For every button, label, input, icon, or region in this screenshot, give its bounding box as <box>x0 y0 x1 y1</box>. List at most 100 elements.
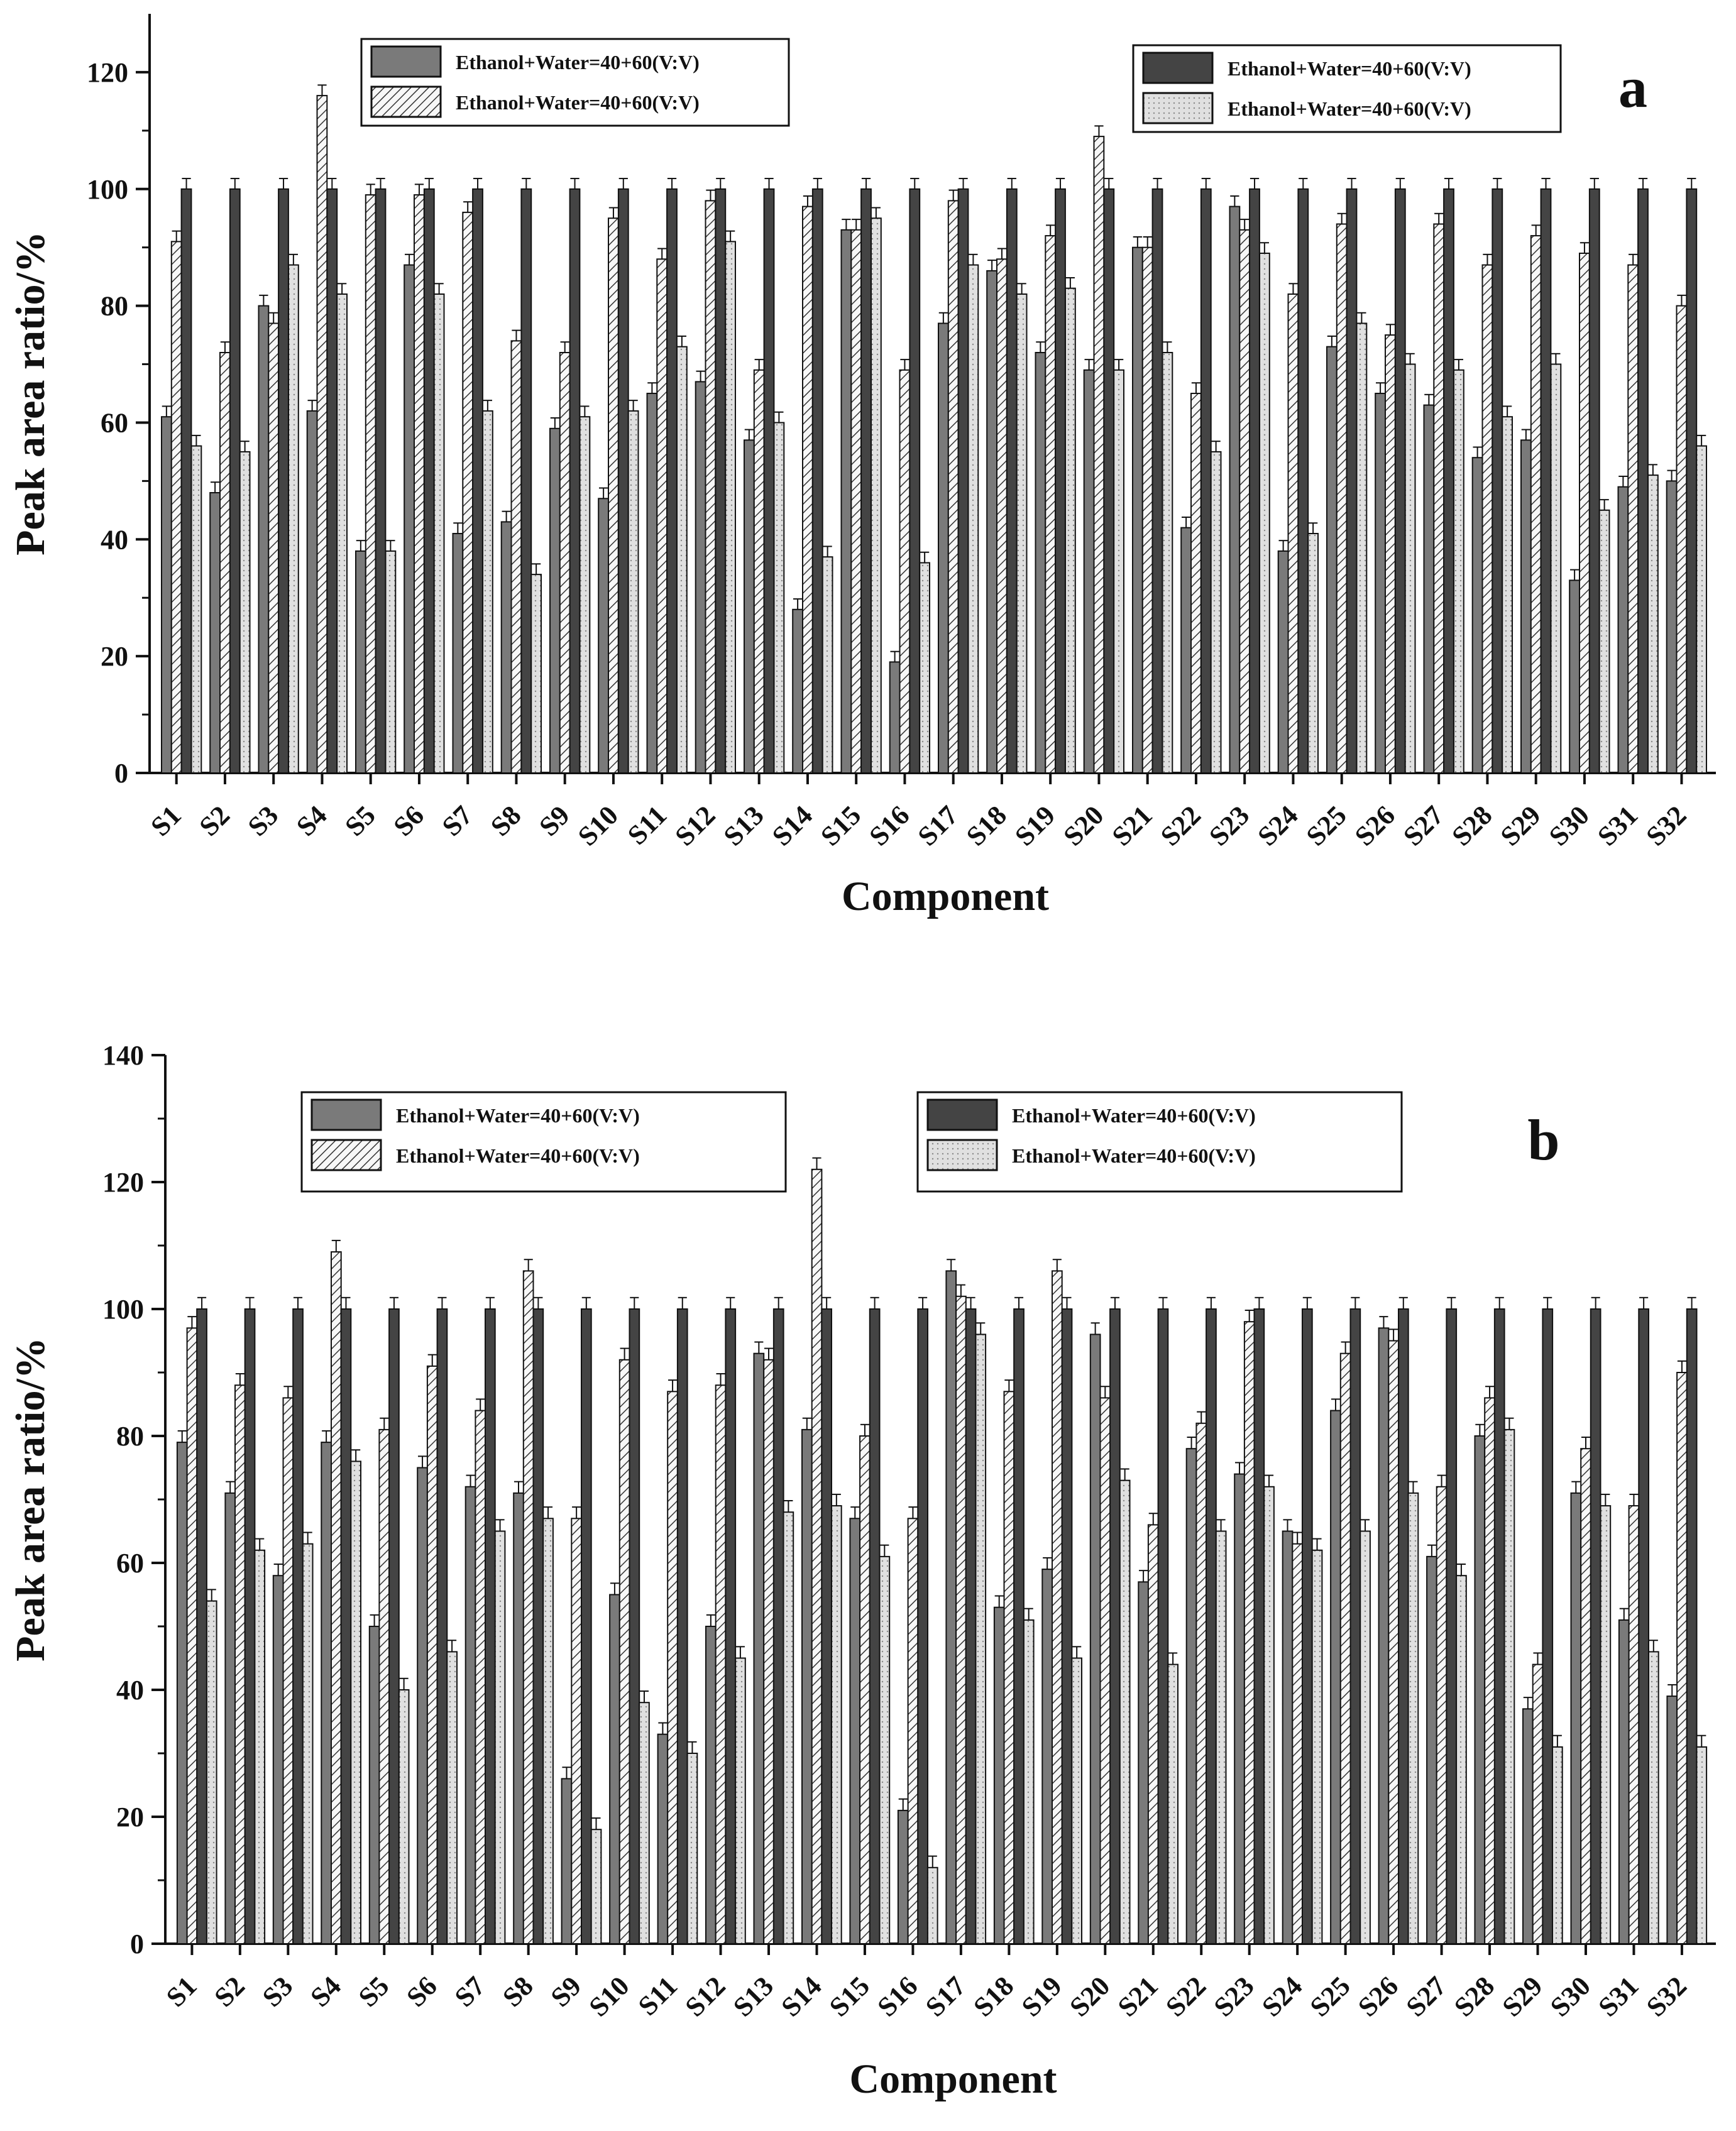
bar <box>1006 188 1018 774</box>
legend-label: Ethanol+Water=40+60(V:V) <box>1012 1104 1256 1127</box>
bar <box>1404 363 1416 774</box>
x-tick-label: S19 <box>1009 799 1061 852</box>
bar <box>811 188 823 774</box>
bar <box>1580 1448 1591 1944</box>
x-tick-label: S12 <box>679 1970 732 2022</box>
bar <box>244 1308 256 1944</box>
x-tick-label: S13 <box>727 1970 779 2022</box>
x-tick-label: S25 <box>1300 799 1353 852</box>
x-tick-label: S31 <box>1591 799 1644 852</box>
x-tick-label: S7 <box>436 799 479 842</box>
bar <box>1666 480 1678 774</box>
x-tick-label: S18 <box>960 799 1013 852</box>
x-tick-label: S2 <box>194 799 236 842</box>
bar <box>1530 235 1542 774</box>
bar <box>1023 1619 1035 1944</box>
bar <box>1151 188 1163 774</box>
x-tick-label: S14 <box>775 1970 827 2022</box>
bar <box>1195 1422 1207 1945</box>
bar <box>1446 1308 1458 1944</box>
y-tick-label: 40 <box>101 524 128 555</box>
bar <box>792 608 803 774</box>
bar <box>1215 1530 1227 1944</box>
bar <box>725 241 736 774</box>
bar <box>1326 346 1338 774</box>
bar <box>239 451 251 774</box>
bar <box>1627 264 1639 774</box>
x-tick-label: S14 <box>766 799 818 852</box>
x-tick-label: S22 <box>1160 1970 1212 2022</box>
legend-left: Ethanol+Water=40+60(V:V) Ethanol+Water=4… <box>300 1091 787 1193</box>
bar <box>209 492 221 774</box>
bar <box>1356 322 1368 774</box>
y-tick-label: 120 <box>102 1167 144 1198</box>
bar <box>811 1168 823 1944</box>
bar <box>1016 293 1028 774</box>
bar <box>1638 1308 1650 1944</box>
y-tick-label: 0 <box>114 758 128 789</box>
bar <box>1570 1492 1582 1944</box>
bar <box>967 264 979 774</box>
bar <box>1423 404 1435 774</box>
bar <box>667 1391 678 1945</box>
y-tick-label: 80 <box>101 291 128 322</box>
x-tick-label: S17 <box>920 1970 972 2022</box>
bar <box>1119 1479 1131 1944</box>
bar <box>282 1397 294 1944</box>
bar <box>608 217 619 774</box>
x-axis-title: Component <box>842 874 1049 919</box>
x-tick-label: S26 <box>1349 799 1401 852</box>
bar <box>1113 369 1124 774</box>
bar <box>1569 579 1580 774</box>
legend-swatch-solid-medium <box>370 45 442 78</box>
bars <box>161 84 1707 774</box>
bar <box>1686 1308 1698 1944</box>
x-tick-label: S11 <box>632 1970 683 2021</box>
x-tick-label: S16 <box>871 1970 923 2022</box>
bar <box>254 1549 266 1945</box>
y-ticks: 0 20 40 60 80 100 120 <box>87 57 150 789</box>
bar <box>947 200 959 774</box>
bar <box>1307 533 1319 774</box>
bar <box>272 1575 284 1944</box>
bar <box>705 1626 717 1944</box>
x-tick-label: S16 <box>863 799 915 852</box>
bar <box>1696 1746 1708 1944</box>
legend-label: Ethanol+Water=40+60(V:V) <box>1228 57 1471 80</box>
bar <box>657 1733 669 1944</box>
bar <box>1484 1397 1495 1944</box>
bar <box>288 264 299 774</box>
x-tick-label: S30 <box>1543 799 1595 852</box>
bar <box>464 1486 476 1945</box>
bar <box>695 381 706 774</box>
panel-label: a <box>1618 55 1647 119</box>
chart-panel-a: 0 20 40 60 80 100 120 S1 S2 S3 S4 S5 S6 S7 S8 S9S10S11… <box>8 14 1716 919</box>
bar <box>715 1384 727 1944</box>
x-tick-label: S23 <box>1203 799 1255 852</box>
bar <box>161 416 172 774</box>
bar <box>1588 188 1600 774</box>
bar <box>879 1555 891 1944</box>
x-tick-label: S18 <box>967 1970 1019 2022</box>
bar <box>1394 188 1406 774</box>
x-tick-label: S1 <box>160 1970 203 2013</box>
chart-panel-b: 0 20 40 60 80 100 120 140 S1 S2 S3 S4 S5 S6 S7 S8 S9S10… <box>8 1040 1716 2102</box>
bar <box>1147 1524 1159 1944</box>
bar <box>986 270 997 774</box>
bar <box>831 1505 842 1945</box>
bar <box>268 322 280 774</box>
bar <box>1065 287 1076 774</box>
bar <box>278 188 289 774</box>
bar <box>1676 305 1688 774</box>
bar <box>993 1606 1005 1944</box>
bar <box>1552 1746 1563 1944</box>
bar <box>368 1626 380 1944</box>
bar <box>1542 1308 1554 1944</box>
bar <box>258 305 270 774</box>
bar <box>1052 1270 1063 1944</box>
bar <box>1378 1327 1390 1945</box>
bar <box>180 188 192 774</box>
bar <box>744 439 755 774</box>
y-tick-label: 100 <box>87 174 128 205</box>
bar <box>1686 188 1698 774</box>
